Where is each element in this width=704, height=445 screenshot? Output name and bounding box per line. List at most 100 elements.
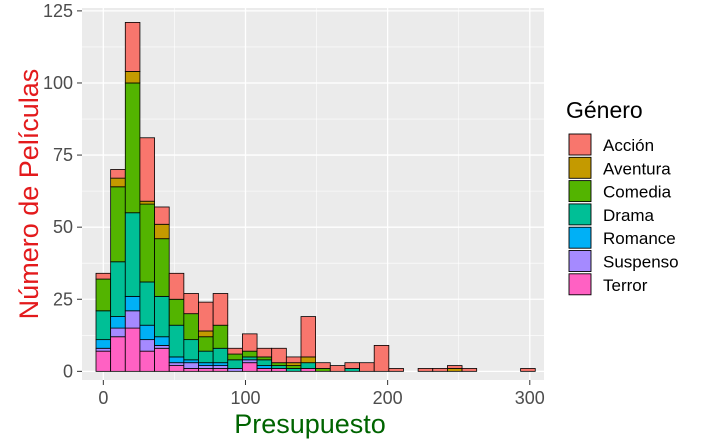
bar-segment	[359, 362, 375, 372]
bar-segment	[168, 365, 185, 372]
bar-segment	[461, 368, 478, 372]
bar-segment	[256, 356, 273, 361]
x-axis-title: Presupuesto	[234, 409, 386, 439]
bar-segment	[139, 137, 155, 202]
legend-label: Romance	[603, 229, 676, 248]
bar-segment	[388, 368, 404, 372]
bar-segment	[139, 281, 155, 326]
bar-segment	[212, 365, 229, 369]
y-tick-label: 25	[53, 289, 73, 309]
legend-swatch	[568, 156, 592, 179]
bar-segment	[285, 356, 302, 364]
bar-segment	[124, 22, 141, 72]
bar-segment	[242, 356, 258, 361]
y-tick-label: 0	[63, 361, 73, 381]
bar-segment	[520, 368, 536, 372]
bar-segment	[198, 362, 214, 366]
bar-segment	[198, 301, 214, 332]
y-tick-label: 100	[43, 73, 73, 93]
legend-swatch	[568, 180, 592, 203]
bar-segment	[95, 339, 112, 349]
bar-segment	[168, 298, 185, 326]
bar-segment	[242, 362, 258, 372]
bar-segment	[154, 347, 170, 372]
bar-segment	[417, 368, 434, 372]
x-tick-label: 0	[98, 388, 108, 408]
bar-segment	[271, 368, 287, 372]
bar-segment	[139, 203, 155, 283]
y-tick-label: 75	[53, 145, 73, 165]
bar-segment	[447, 365, 463, 369]
bar-segment	[300, 362, 317, 369]
bar-segment	[183, 359, 199, 364]
bar-segment	[212, 362, 229, 366]
bar-segment	[344, 368, 360, 372]
bar-segment	[154, 223, 170, 240]
x-axis-ticks: 0 100 200 300	[98, 380, 545, 408]
y-tick-label: 50	[53, 217, 73, 237]
bar-segment	[212, 368, 229, 372]
y-axis-ticks: 0 25 50 75 100 125	[43, 1, 82, 381]
bar-segment	[168, 324, 185, 358]
bar-segment	[139, 200, 155, 205]
bar-segment	[154, 295, 170, 338]
bar-segment	[227, 368, 243, 372]
y-tick-label: 125	[43, 1, 73, 21]
bar-segment	[300, 356, 317, 364]
bar-segment	[110, 336, 126, 372]
bar-segment	[271, 365, 287, 369]
bar-segment	[242, 350, 258, 358]
bar-segment	[168, 272, 185, 300]
bar-segment	[110, 261, 126, 317]
bar-segment	[315, 362, 331, 369]
bar-segment	[344, 362, 360, 369]
bar-segment	[285, 362, 302, 366]
x-tick-label: 100	[230, 388, 260, 408]
bar-segment	[198, 330, 214, 338]
bar-segment	[198, 365, 214, 369]
bar-segment	[139, 339, 155, 352]
bar-segment	[447, 368, 463, 372]
bar-segment	[139, 324, 155, 341]
bar-segment	[198, 336, 214, 352]
bar-segment	[124, 71, 141, 84]
bar-segment	[110, 327, 126, 338]
legend-label: Acción	[603, 136, 654, 155]
bar-segment	[95, 278, 112, 312]
y-axis-title: Número de Películas	[14, 69, 44, 320]
legend-label: Terror	[603, 276, 648, 295]
legend-swatch	[568, 273, 592, 296]
bar-segment	[183, 313, 199, 341]
bar-segment	[198, 368, 214, 372]
bar-segment	[315, 368, 331, 372]
legend-label: Comedia	[603, 183, 672, 202]
bar-segment	[95, 350, 112, 372]
bar-segment	[212, 324, 229, 349]
bar-segment	[95, 310, 112, 341]
bar-segment	[110, 186, 126, 263]
bar-segment	[256, 347, 273, 358]
bar-segment	[154, 238, 170, 297]
bar-segment	[183, 293, 199, 315]
bar-segment	[227, 353, 243, 361]
bar-segment	[124, 295, 141, 312]
bar-segment	[183, 368, 199, 372]
bar-segment	[300, 368, 317, 372]
legend-title: Género	[566, 97, 643, 123]
bar-segment	[110, 316, 126, 329]
legend-swatch	[568, 226, 592, 249]
legend: Género Acción Aventura Comedia Drama Romance…	[566, 97, 679, 296]
grid-major	[82, 8, 544, 380]
legend-items: Acción Aventura Comedia Drama Romance Suspens…	[568, 133, 679, 296]
bar-segment	[285, 368, 302, 372]
bar-segment	[432, 368, 448, 372]
bar-segment	[124, 310, 141, 329]
bar-segment	[256, 359, 273, 366]
bar-segment	[183, 362, 199, 369]
bar-segment	[124, 212, 141, 297]
bar-segment	[271, 362, 287, 366]
legend-swatch	[568, 250, 592, 272]
bar-segment	[242, 333, 258, 352]
bar-segment	[256, 365, 273, 369]
